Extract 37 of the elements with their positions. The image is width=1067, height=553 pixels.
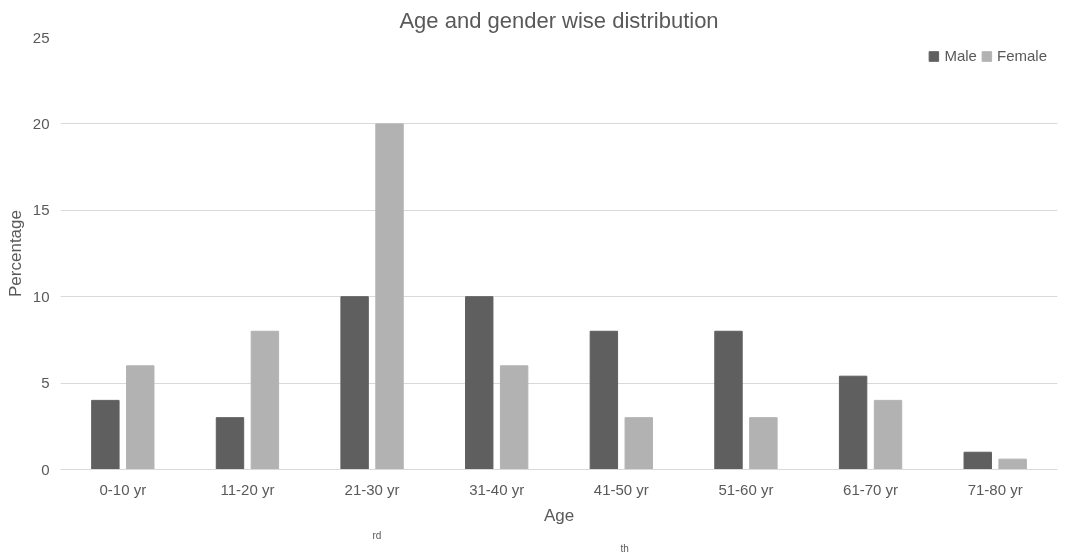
bar bbox=[749, 417, 778, 470]
text: rd bbox=[372, 529, 382, 541]
y-tick-label: 25 bbox=[32, 28, 50, 46]
bar bbox=[126, 365, 155, 470]
bar bbox=[838, 375, 868, 470]
legend-label: Male bbox=[944, 47, 977, 64]
y-tick-label: 5 bbox=[41, 374, 50, 392]
legend-label: Female bbox=[996, 47, 1047, 64]
y-tick-label: 10 bbox=[32, 287, 50, 305]
chart-title: Age and gender wise distribution bbox=[399, 7, 719, 33]
y-tick-label: 15 bbox=[32, 201, 50, 219]
bar bbox=[998, 458, 1027, 470]
x-tick-label: 41-50 yr bbox=[593, 480, 649, 498]
x-tick-label: 31-40 yr bbox=[469, 480, 525, 498]
x-tick-label: 51-60 yr bbox=[718, 480, 774, 498]
text: th bbox=[620, 542, 629, 553]
bar bbox=[963, 451, 992, 470]
bar bbox=[375, 123, 404, 470]
x-tick-label: 0-10 yr bbox=[99, 480, 147, 498]
bar bbox=[250, 330, 280, 470]
bar bbox=[91, 399, 120, 470]
bar bbox=[873, 399, 903, 470]
bar bbox=[624, 417, 653, 470]
bar bbox=[465, 296, 494, 470]
bar bbox=[589, 330, 619, 470]
bar bbox=[714, 330, 743, 470]
y-tick-label: 0 bbox=[41, 460, 50, 478]
x-tick-label: 71-80 yr bbox=[967, 480, 1023, 498]
y-axis-title: Percentage bbox=[5, 210, 25, 297]
bar bbox=[340, 296, 369, 470]
bar bbox=[499, 365, 529, 470]
x-tick-label: 21-30 yr bbox=[344, 480, 400, 498]
x-tick-label: 61-70 yr bbox=[843, 480, 899, 498]
bar bbox=[215, 417, 245, 470]
y-tick-label: 20 bbox=[32, 114, 50, 132]
x-axis-title: Age bbox=[543, 505, 575, 525]
x-tick-label: 11-20 yr bbox=[220, 480, 275, 498]
